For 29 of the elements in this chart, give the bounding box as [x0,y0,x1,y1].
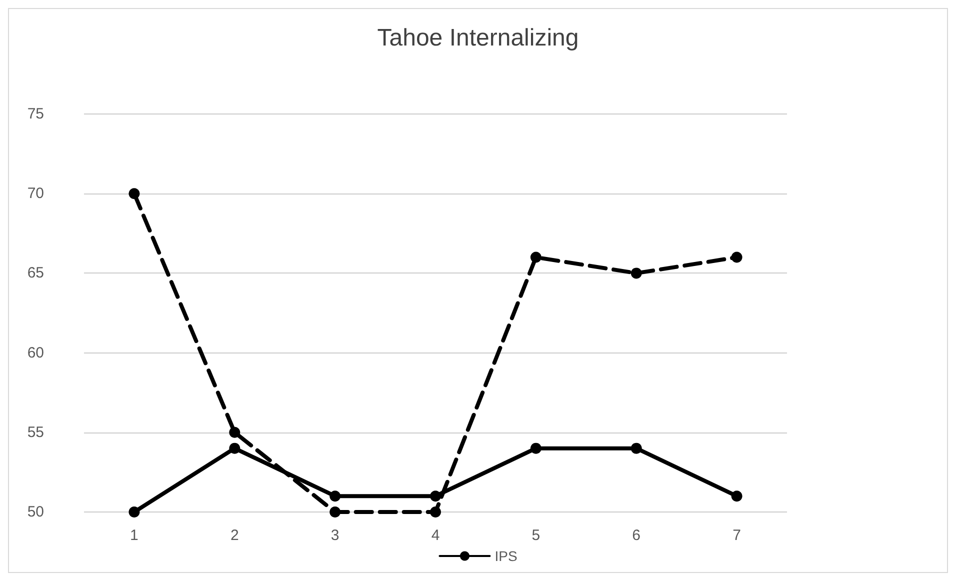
point [330,506,341,518]
x-tick-label: 7 [732,527,741,544]
y-tick-label: 75 [27,106,44,122]
x-tick-label: 3 [330,527,340,544]
y-tick-label: 70 [27,185,44,202]
x-tick-label: 6 [632,527,641,544]
point [731,252,742,263]
point [229,442,240,454]
y-tick-label: 55 [27,424,44,441]
point [630,268,642,279]
point [530,442,542,454]
point [330,490,341,502]
point [630,442,642,454]
chart-title: Tahoe Internalizing [377,24,579,52]
y-tick-label: 60 [27,344,44,362]
y-tick-label: 50 [27,504,44,520]
x-tick-label: 2 [230,527,239,544]
x-tick-label: 5 [532,527,540,544]
point [731,490,742,502]
point [128,188,140,200]
point [430,506,441,518]
point [430,490,441,502]
point [530,252,542,263]
y-tick-label: 65 [27,264,44,282]
point [229,426,240,438]
x-tick-label: 4 [431,527,440,544]
x-tick-label: 1 [130,527,138,544]
legend-label: IPS [494,548,518,564]
point [128,506,140,518]
